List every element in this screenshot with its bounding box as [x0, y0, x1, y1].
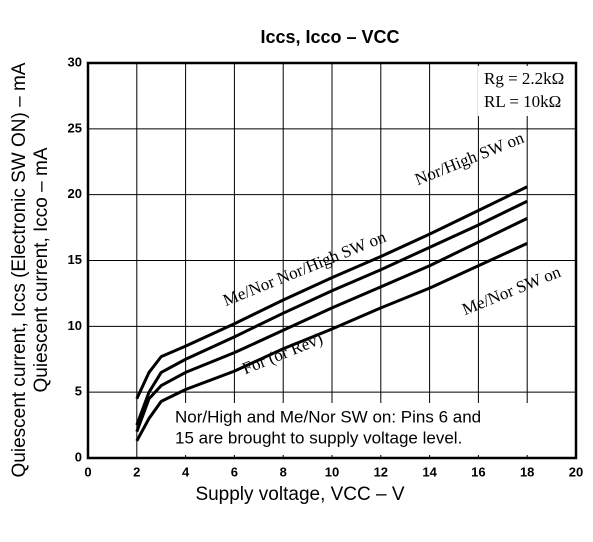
x-axis-label: Supply voltage, VCC – V [195, 484, 404, 505]
x-tick-label: 4 [182, 464, 190, 479]
x-tick-label: 12 [374, 464, 388, 479]
y-tick-label: 10 [68, 318, 82, 333]
annotation: Nor/High and Me/Nor SW on: Pins 6 and [175, 407, 481, 426]
x-tick-label: 6 [231, 464, 238, 479]
y-tick-label: 20 [68, 186, 82, 201]
series-label: Me/Nor Nor/High SW on [220, 227, 389, 310]
y-axis-label: Quiescent current, Iccs (Electronic SW O… [9, 62, 30, 477]
line [135, 185, 528, 400]
series-label: For (or Rev) [239, 329, 325, 378]
x-tick-label: 10 [325, 464, 339, 479]
annotation: Rg = 2.2kΩ [484, 69, 564, 88]
x-tick-label: 18 [520, 464, 534, 479]
y-axis-label: Quiescent current, Icco – mA [31, 147, 52, 392]
x-tick-label: 2 [133, 464, 140, 479]
line [135, 217, 528, 433]
y-tick-label: 5 [75, 384, 82, 399]
x-tick-label: 8 [280, 464, 287, 479]
x-tick-label: 20 [569, 464, 583, 479]
line [135, 242, 528, 442]
x-tick-label: 16 [471, 464, 485, 479]
note-box [165, 403, 569, 455]
series-label: Me/Nor SW on [459, 262, 563, 319]
annotation: 15 are brought to supply voltage level. [175, 428, 462, 447]
param-box [478, 66, 573, 116]
chart-title: Iccs, Icco – VCC [260, 27, 399, 47]
x-tick-label: 14 [422, 464, 437, 479]
y-tick-label: 15 [68, 252, 82, 267]
y-tick-label: 0 [75, 449, 82, 464]
plot-frame [86, 61, 578, 460]
x-tick-label: 0 [84, 464, 91, 479]
y-tick-label: 25 [68, 120, 82, 135]
y-tick-label: 30 [68, 54, 82, 69]
line [135, 199, 528, 426]
annotation: RL = 10kΩ [484, 92, 561, 111]
